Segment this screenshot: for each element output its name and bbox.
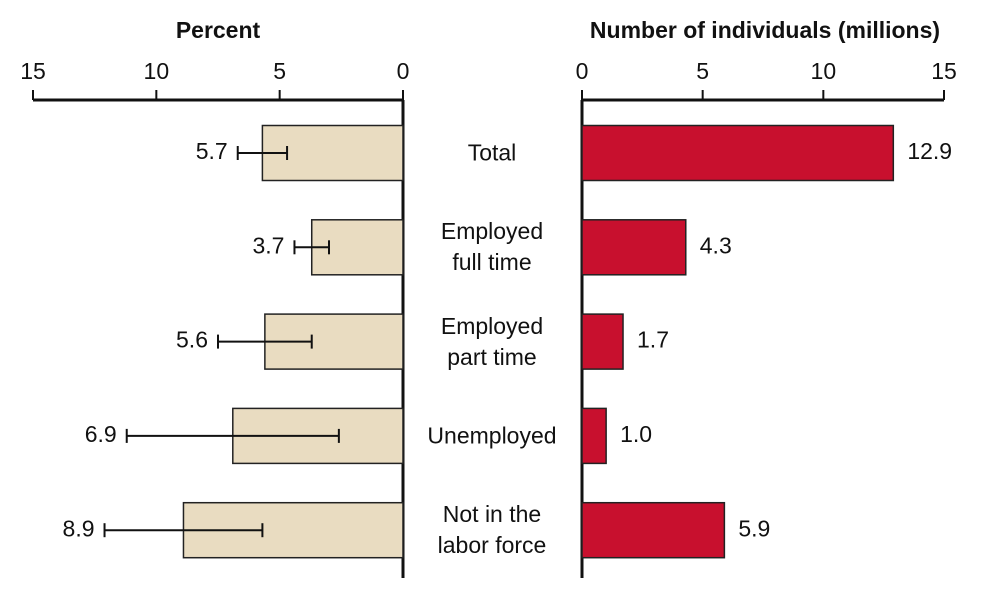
data-label: 5.7	[196, 138, 228, 164]
bar	[581, 501, 726, 559]
data-label: 8.9	[63, 515, 95, 541]
bar	[581, 313, 624, 370]
chart-title: Number of individuals (millions)	[590, 17, 940, 43]
data-label: 5.9	[738, 515, 770, 541]
error-bar	[217, 334, 313, 349]
data-label: 6.9	[85, 421, 117, 447]
category-label: Employed part time	[440, 312, 544, 370]
x-tick-label: 5	[696, 58, 709, 84]
x-tick-label: 0	[397, 58, 410, 84]
x-tick-label: 0	[576, 58, 589, 84]
data-label: 5.6	[176, 327, 208, 353]
error-bar	[293, 240, 330, 255]
bar	[581, 407, 607, 465]
x-tick-label: 5	[273, 58, 286, 84]
data-label: 3.7	[252, 232, 284, 258]
data-label: 12.9	[907, 138, 952, 164]
category-label: Total	[467, 139, 517, 166]
category-label: Not in the labor force	[437, 501, 547, 559]
bar	[581, 124, 895, 182]
chart-title: Percent	[176, 17, 261, 43]
error-bar	[103, 523, 264, 538]
data-label: 1.0	[620, 421, 652, 447]
x-tick-label: 15	[20, 58, 46, 84]
x-tick-label: 15	[931, 58, 957, 84]
error-bar	[236, 146, 289, 160]
x-tick-label: 10	[811, 58, 837, 84]
category-label: Employed full time	[440, 218, 544, 276]
category-label: Unemployed	[427, 422, 557, 449]
bar	[581, 219, 687, 276]
error-bar	[125, 428, 340, 443]
x-tick-label: 10	[144, 58, 170, 84]
data-label: 1.7	[637, 327, 669, 353]
data-label: 4.3	[700, 232, 732, 258]
